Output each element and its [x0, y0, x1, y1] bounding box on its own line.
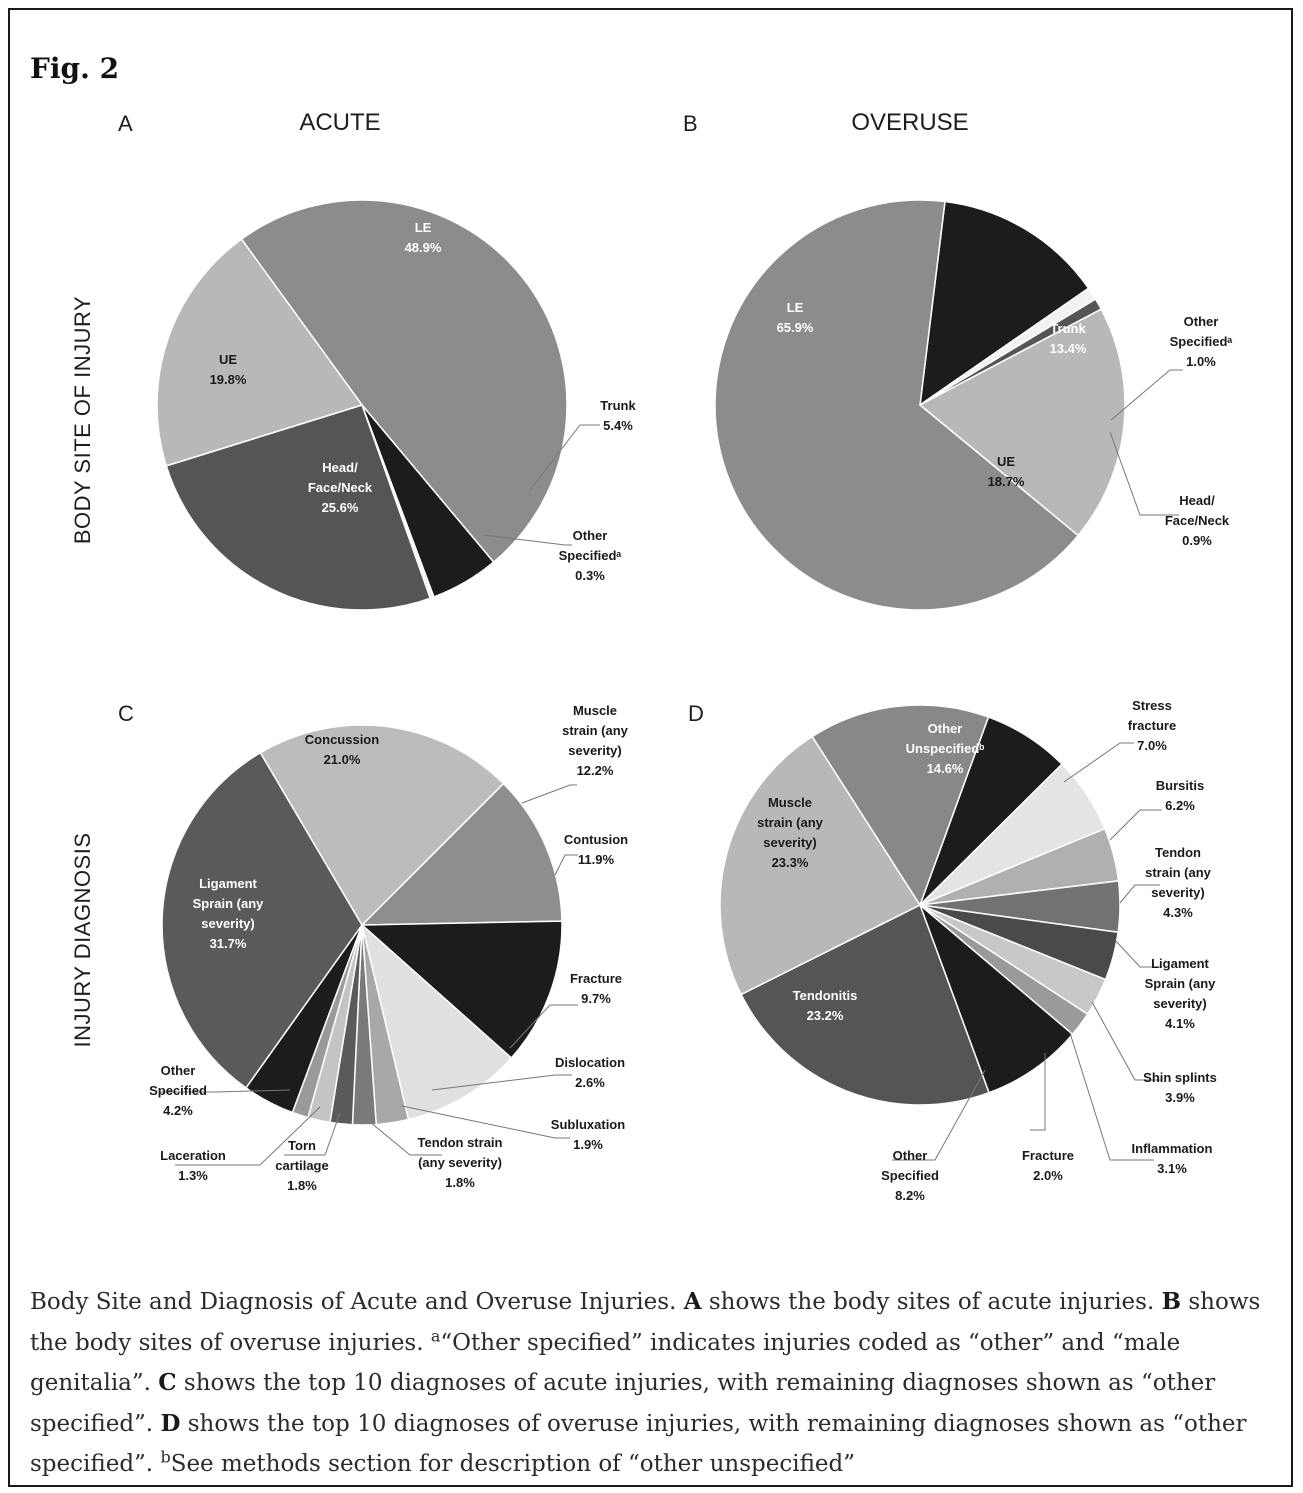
pie-slice-concussion — [259, 724, 505, 927]
slice-label-contusion: Contusion 11.9% — [564, 832, 628, 867]
leader-line-stress-fracture — [1063, 742, 1134, 783]
pie-slice-tendonitis — [740, 903, 990, 1106]
pie-slice-head-face-neck — [165, 404, 432, 611]
slice-label-other-specified: Other Specifiedᵃ 0.3% — [559, 528, 622, 583]
slice-label-ligament-sprain-any-severity: Ligament Sprain (any severity) 31.7% — [193, 876, 265, 951]
panel-letter-a: A — [118, 111, 133, 136]
leader-line-other-specified — [892, 1069, 986, 1161]
slice-label-torn-cartilage: Torn cartilage 1.8% — [275, 1138, 328, 1193]
leader-line-head-face-neck — [1109, 431, 1179, 516]
pie-chart-b: Trunk 13.4% Other Specifiedᵃ 1.0% Head/Face/N… — [714, 199, 1233, 611]
panel-letter-d: D — [688, 701, 704, 726]
leader-line-inflammation — [1069, 1032, 1154, 1161]
slice-label-other-unspecified: Other Unspecifiedᵇ 14.6% — [906, 721, 985, 776]
pie-slice-ue — [156, 238, 364, 467]
pie-slice-muscle-strain-any-severity — [719, 735, 922, 996]
panel-title-acute: ACUTE — [299, 109, 380, 136]
slice-label-head-face-neck: Head/Face/Neck 25.6% — [308, 460, 373, 515]
row-title-body-site: BODY SITE OF INJURY — [70, 296, 95, 544]
slice-label-laceration: Laceration 1.3% — [160, 1148, 226, 1183]
leader-line-other-specified — [160, 1089, 291, 1093]
leader-line-subluxation — [401, 1105, 570, 1139]
slice-label-fracture: Fracture 9.7% — [570, 971, 622, 1006]
leader-line-other-specified — [1110, 369, 1183, 421]
slice-label-trunk: Trunk 5.4% — [600, 398, 636, 433]
slice-label-ligament-sprain-any-severity: Ligament Sprain (any severity) 4.1% — [1145, 956, 1217, 1031]
pie-slice-trunk — [919, 200, 1090, 407]
leader-line-trunk — [529, 424, 600, 491]
slice-label-dislocation: Dislocation 2.6% — [555, 1055, 625, 1090]
pie-slice-contusion — [360, 920, 563, 1060]
slice-label-subluxation: Subluxation 1.9% — [551, 1117, 625, 1152]
pie-slice-fracture — [360, 922, 513, 1121]
leader-line-tendon-strain-any-severity — [1119, 884, 1160, 904]
slice-label-concussion: Concussion 21.0% — [305, 732, 379, 767]
panel-title-overuse: OVERUSE — [851, 109, 968, 136]
pie-slice-ue — [918, 308, 1126, 537]
slice-label-tendon-strain-any-severity: Tendon strain (any severity) 4.3% — [1145, 845, 1212, 920]
pie-slice-le — [240, 199, 568, 564]
leader-line-tendon-strain-any-severity — [369, 1121, 442, 1156]
leader-line-shin-splints — [1091, 1001, 1162, 1081]
slice-label-ue: UE 18.7% — [988, 454, 1025, 489]
slice-label-inflammation: Inflammation 3.1% — [1132, 1141, 1213, 1176]
leader-line-muscle-strain-any-severity — [521, 784, 577, 804]
figure-caption: Body Site and Diagnosis of Acute and Ove… — [30, 1288, 1261, 1477]
pie-slice-other-unspecified — [811, 704, 990, 907]
leader-line-dislocation — [431, 1074, 572, 1091]
slice-label-tendonitis: Tendonitis 23.2% — [793, 988, 858, 1023]
panel-letter-b: B — [683, 111, 698, 136]
leader-line-fracture — [1030, 1053, 1046, 1131]
slice-label-other-specified: Other Specified 8.2% — [881, 1148, 939, 1203]
panel-letter-c: C — [118, 701, 134, 726]
pie-chart-c: Muscle strain (any severity) 12.2% Contusion… — [149, 703, 629, 1193]
slice-label-le: LE 65.9% — [777, 300, 814, 335]
slice-label-head-face-neck: Head/Face/Neck 0.9% — [1165, 493, 1230, 548]
slice-label-muscle-strain-any-severity: Muscle strain (any severity) 12.2% — [562, 703, 629, 778]
slice-label-shin-splints: Shin splints 3.9% — [1143, 1070, 1217, 1105]
row-title-injury-diagnosis: INJURY DIAGNOSIS — [70, 832, 95, 1047]
slice-label-other-specified: Other Specifiedᵃ 1.0% — [1170, 314, 1233, 369]
leader-line-bursitis — [1109, 809, 1162, 841]
slice-label-fracture: Fracture 2.0% — [1022, 1148, 1074, 1183]
slice-label-tendon-strain-any-severity: Tendon strain (any severity) 1.8% — [418, 1135, 503, 1190]
slice-label-muscle-strain-any-severity: Muscle strain (any severity) 23.3% — [757, 795, 824, 870]
figure-title: Fig. 2 — [30, 52, 120, 85]
slice-label-bursitis: Bursitis 6.2% — [1156, 778, 1204, 813]
pie-chart-a: LE 48.9% Trunk 5.4% Other Specifiedᵃ 0.3% Head/… — [156, 199, 636, 611]
pie-slice-le — [714, 199, 1080, 611]
leader-line-contusion — [554, 854, 578, 876]
slice-label-le: LE 48.9% — [405, 220, 442, 255]
slice-label-ue: UE 19.8% — [210, 352, 247, 387]
slice-label-stress-fracture: Stress fracture 7.0% — [1128, 698, 1176, 753]
leader-line-torn-cartilage — [284, 1112, 341, 1156]
pie-slice-muscle-strain-any-severity — [360, 782, 563, 926]
slice-label-trunk: Trunk 13.4% — [1050, 321, 1087, 356]
leader-line-laceration — [175, 1106, 321, 1166]
leader-line-fracture — [509, 1004, 578, 1049]
leader-line-other-specified — [483, 534, 572, 546]
slice-label-other-specified: Other Specified 4.2% — [149, 1063, 207, 1118]
pie-charts-figure: BODY SITE OF INJURY INJURY DIAGNOSIS A A… — [70, 109, 1233, 1203]
pie-chart-d: Stress fracture 7.0% Bursitis 6.2% Tendon stra… — [719, 698, 1217, 1203]
pie-slice-ligament-sprain-any-severity — [161, 751, 363, 1089]
leader-line-ligament-sprain-any-severity — [1114, 939, 1162, 968]
